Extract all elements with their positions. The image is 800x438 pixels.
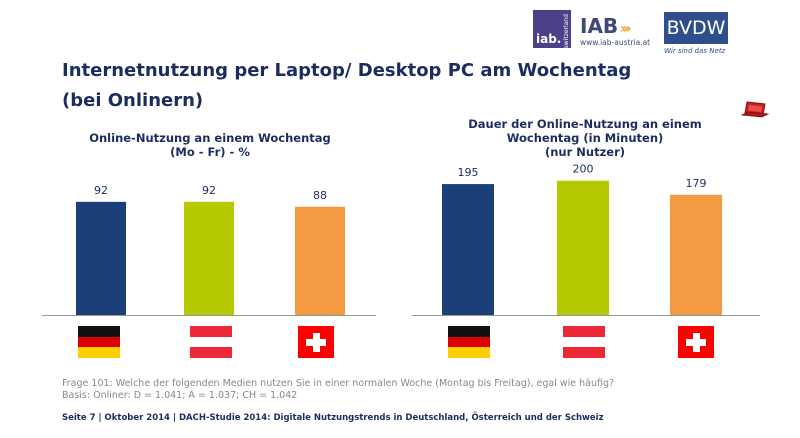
laptop-icon xyxy=(740,101,770,118)
bar-deutschland xyxy=(442,184,494,315)
base-footnote: Basis: Onliner: D = 1.041; A = 1.037; CH… xyxy=(62,390,298,401)
flag-austria-icon xyxy=(563,326,605,358)
chart-1-title: Online-Nutzung an einem Wochentag (Mo - … xyxy=(55,131,365,159)
chart-2-title-line-2: Wochentag (in Minuten) xyxy=(506,131,664,145)
bar-österreich xyxy=(557,180,609,315)
bar-deutschland xyxy=(76,201,126,315)
chart-2-title-line-1: Dauer der Online-Nutzung an einem xyxy=(468,117,702,131)
bar-schweiz xyxy=(670,194,722,315)
bar-schweiz xyxy=(295,206,345,315)
chart-1-title-line-2: (Mo - Fr) - % xyxy=(170,145,250,159)
page-title-line-2: (bei Onlinern) xyxy=(62,90,204,111)
iab-switzerland-logo-text: iab. xyxy=(536,32,562,46)
question-footnote: Frage 101: Welche der folgenden Medien n… xyxy=(62,378,615,389)
data-label: 92 xyxy=(202,184,216,197)
iab-austria-logo: IAB ››› www.iab-austria.at xyxy=(580,14,660,47)
flag-germany-icon xyxy=(448,326,490,358)
chart-1-title-line-1: Online-Nutzung an einem Wochentag xyxy=(89,131,331,145)
iab-switzerland-logo: switzerland iab. xyxy=(533,10,571,48)
data-label: 179 xyxy=(686,177,707,190)
flag-switzerland-icon xyxy=(298,326,334,358)
flag-switzerland-icon xyxy=(678,326,714,358)
data-label: 200 xyxy=(573,163,594,176)
chevrons-icon: ››› xyxy=(618,21,631,37)
bvdw-tagline: Wir sind das Netz xyxy=(664,47,726,55)
flag-germany-icon xyxy=(78,326,120,358)
bvdw-logo: BVDW xyxy=(664,12,728,44)
flag-austria-icon xyxy=(190,326,232,358)
chart-2-title: Dauer der Online-Nutzung an einem Wochen… xyxy=(430,117,740,159)
data-label: 92 xyxy=(94,184,108,197)
bar-österreich xyxy=(184,201,234,315)
page-footer: Seite 7 | Oktober 2014 | DACH-Studie 201… xyxy=(62,413,604,423)
page-title: Internetnutzung per Laptop/ Desktop PC a… xyxy=(62,56,702,116)
data-label: 195 xyxy=(458,166,479,179)
iab-austria-url: www.iab-austria.at xyxy=(580,38,651,47)
page-title-line-1: Internetnutzung per Laptop/ Desktop PC a… xyxy=(62,60,632,81)
data-label: 88 xyxy=(313,189,327,202)
chart-2-title-line-3: (nur Nutzer) xyxy=(544,145,626,159)
iab-austria-logo-text: IAB xyxy=(580,14,619,38)
